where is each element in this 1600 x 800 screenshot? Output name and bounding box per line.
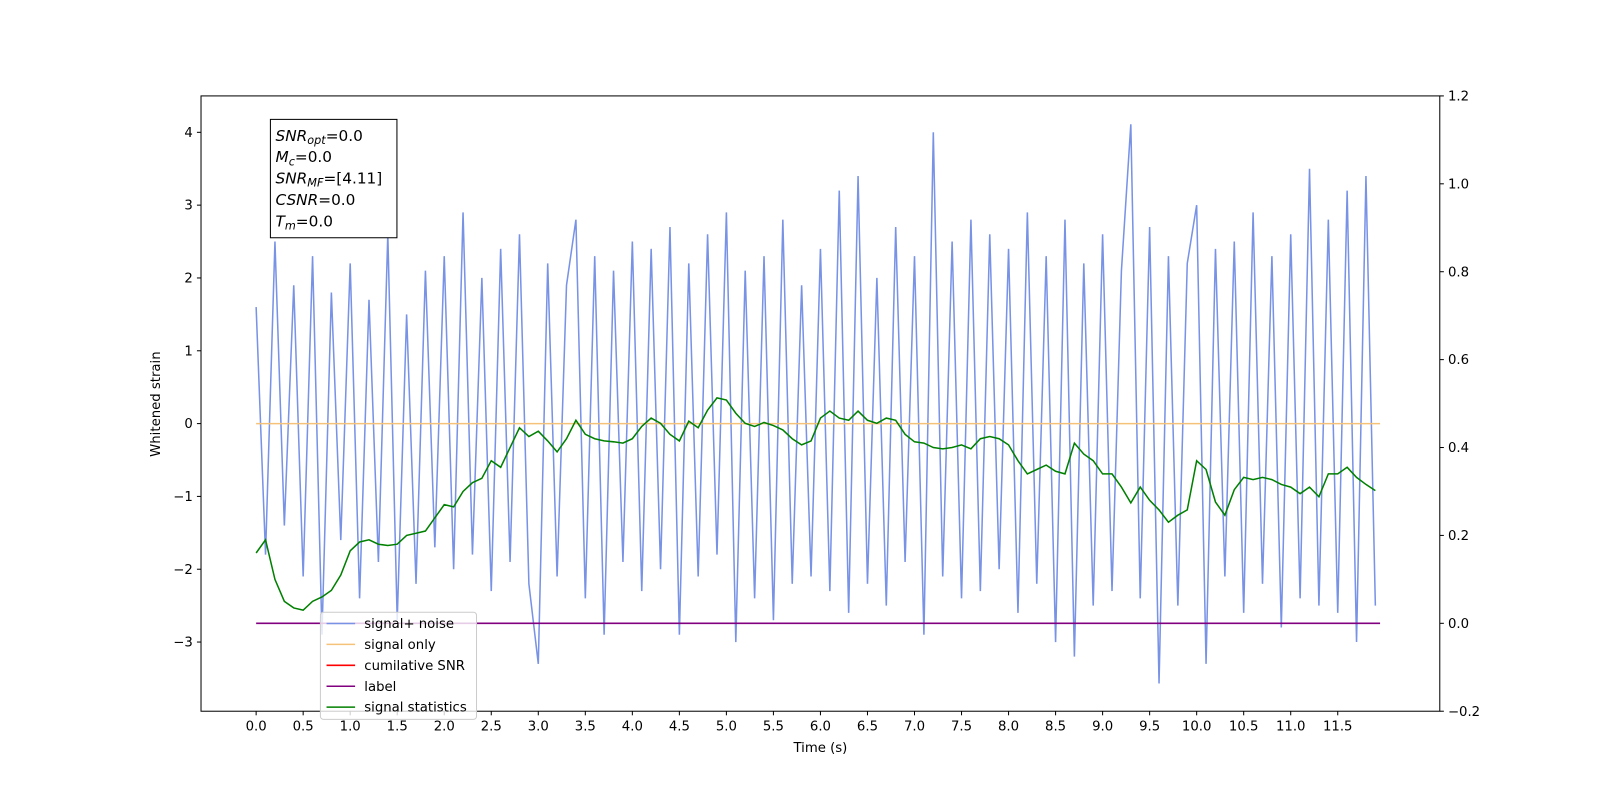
annotation-value: =0.0 xyxy=(318,191,355,209)
x-tick-label: 1.5 xyxy=(387,720,408,735)
legend-label: signal statistics xyxy=(364,701,467,716)
annotation-subscript: m xyxy=(285,220,296,233)
y2-tick-label: 0.0 xyxy=(1448,617,1469,632)
y2-tick-label: 0.4 xyxy=(1448,441,1469,456)
annotation-value: =0.0 xyxy=(295,148,332,166)
x-tick-label: 10.5 xyxy=(1229,720,1259,735)
y-tick-label: 3 xyxy=(184,199,192,214)
x-tick-label: 8.5 xyxy=(1045,720,1066,735)
y-tick-label: 4 xyxy=(184,126,192,141)
x-tick-label: 7.0 xyxy=(904,720,925,735)
y2-tick-label: −0.2 xyxy=(1448,705,1480,720)
x-tick-label: 6.5 xyxy=(857,720,878,735)
annotation-value: =[4.11] xyxy=(323,170,382,188)
annotation-frame xyxy=(269,118,398,239)
y-tick-label: 1 xyxy=(184,344,192,359)
y2-tick-label: 1.2 xyxy=(1448,90,1469,105)
y-tick-label: −1 xyxy=(173,490,193,505)
x-tick-label: 0.0 xyxy=(246,720,267,735)
x-tick-label: 7.5 xyxy=(951,720,972,735)
x-tick-label: 3.5 xyxy=(575,720,596,735)
annotation-symbol: M xyxy=(276,148,289,166)
x-tick-label: 9.5 xyxy=(1139,720,1160,735)
annotation-line: Mc=0.0 xyxy=(276,148,333,168)
legend: signal+ noise signal only cumilative SNR la… xyxy=(319,611,478,720)
annotation-subscript: opt xyxy=(307,134,326,147)
y-tick-label: −2 xyxy=(173,563,193,578)
legend-label: cumilative SNR xyxy=(364,659,465,674)
annotation-subscript: MF xyxy=(307,177,324,190)
x-tick-label: 8.0 xyxy=(998,720,1019,735)
x-tick-label: 5.5 xyxy=(763,720,784,735)
x-tick-label: 11.5 xyxy=(1323,720,1353,735)
annotation-value: =0.0 xyxy=(326,127,363,145)
x-tick-label: 5.0 xyxy=(716,720,737,735)
annotation-value: =0.0 xyxy=(296,213,333,231)
series-line xyxy=(255,124,1377,684)
annotation-subscript: c xyxy=(289,155,296,168)
annotation-line: Tm=0.0 xyxy=(276,213,333,233)
x-axis-label: Time (s) xyxy=(792,741,847,756)
legend-label: signal+ noise xyxy=(364,617,454,632)
y2-tick-label: 0.2 xyxy=(1448,529,1469,544)
y2-tick-label: 1.0 xyxy=(1448,177,1469,192)
annotation-symbol: CSNR xyxy=(276,191,319,209)
annotation-symbol: SNR xyxy=(276,170,308,188)
annotation-symbol: T xyxy=(276,213,287,231)
x-tick-label: 0.5 xyxy=(293,720,314,735)
x-tick-label: 2.0 xyxy=(434,720,455,735)
y-tick-label: −3 xyxy=(173,636,193,651)
annotation-box: SNRopt=0.0Mc=0.0SNRMF=[4.11]CSNR=0.0Tm=0… xyxy=(269,118,398,239)
x-tick-label: 1.0 xyxy=(340,720,361,735)
y-tick-label: 2 xyxy=(184,272,192,287)
legend-label: signal only xyxy=(364,638,436,653)
annotation-line: CSNR=0.0 xyxy=(276,191,356,209)
annotation-symbol: SNR xyxy=(276,127,308,145)
y-axis-label: Whitened strain xyxy=(149,351,164,456)
plot-area xyxy=(255,124,1381,684)
legend-frame xyxy=(319,611,478,720)
x-tick-label: 3.0 xyxy=(528,720,549,735)
y2-tick-label: 0.6 xyxy=(1448,353,1469,368)
y2-tick-label: 0.8 xyxy=(1448,265,1469,280)
legend-label: label xyxy=(364,680,396,695)
x-tick-label: 2.5 xyxy=(481,720,502,735)
annotation-line: SNRMF=[4.11] xyxy=(276,170,383,190)
annotation-line: SNRopt=0.0 xyxy=(276,127,363,147)
x-tick-label: 6.0 xyxy=(810,720,831,735)
x-tick-label: 10.0 xyxy=(1182,720,1212,735)
x-tick-label: 4.5 xyxy=(669,720,690,735)
y-tick-label: 0 xyxy=(184,417,192,432)
x-tick-label: 11.0 xyxy=(1276,720,1306,735)
x-tick-label: 4.0 xyxy=(622,720,643,735)
series-line xyxy=(255,396,1376,611)
x-tick-label: 9.0 xyxy=(1092,720,1113,735)
